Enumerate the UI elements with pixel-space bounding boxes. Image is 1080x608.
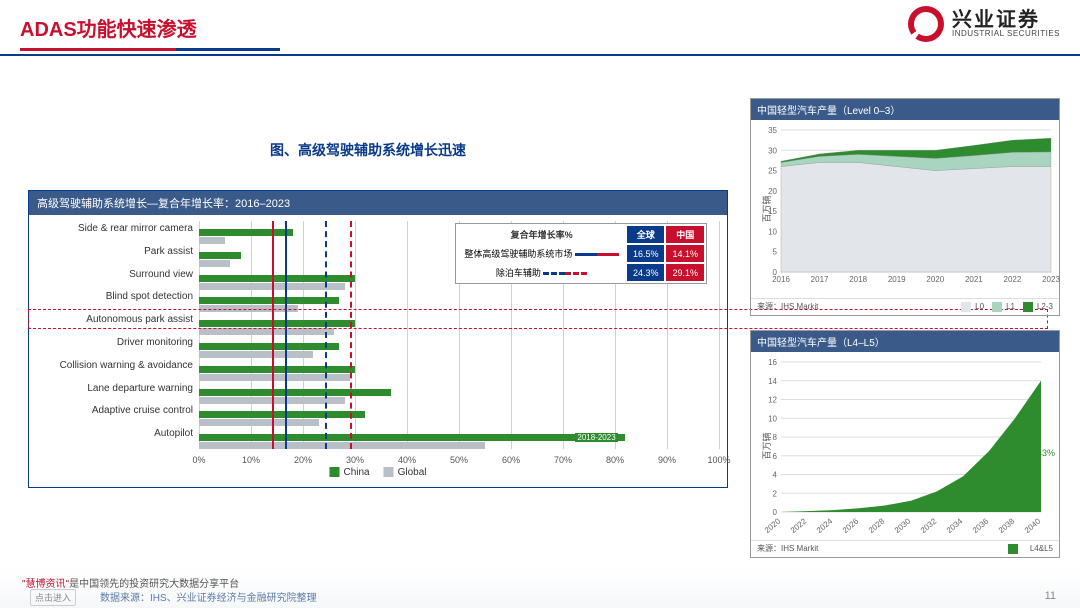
footer-watermark: "慧博资讯"是中国领先的投资研究大数据分享平台 <box>22 575 239 590</box>
svg-text:10: 10 <box>768 227 777 236</box>
svg-text:8: 8 <box>773 433 778 442</box>
svg-text:35: 35 <box>768 126 777 135</box>
category-label: Park assist <box>144 246 199 257</box>
category-label: Autopilot <box>154 428 199 439</box>
category-label: Surround view <box>129 269 199 280</box>
svg-text:2030: 2030 <box>893 516 913 535</box>
enter-button[interactable]: 点击进入 <box>30 589 76 606</box>
svg-text:2024: 2024 <box>815 516 835 535</box>
svg-text:2038: 2038 <box>997 516 1017 535</box>
svg-text:2022: 2022 <box>789 516 809 535</box>
svg-text:2016: 2016 <box>772 275 790 284</box>
category-label: Blind spot detection <box>106 291 199 302</box>
svg-text:6: 6 <box>773 452 778 461</box>
svg-text:2022: 2022 <box>1004 275 1022 284</box>
svg-text:2036: 2036 <box>971 516 991 535</box>
area-chart-legend: L0L1L2-3 <box>961 302 1053 312</box>
svg-text:2018: 2018 <box>849 275 867 284</box>
svg-text:2026: 2026 <box>841 516 861 535</box>
main-chart-title: 高级驾驶辅助系统增长—复合年增长率：2016–2023 <box>29 191 727 215</box>
logo-cn: 兴业证券 <box>952 10 1060 30</box>
svg-text:16: 16 <box>768 358 777 367</box>
svg-text:12: 12 <box>768 396 777 405</box>
svg-text:2028: 2028 <box>867 516 887 535</box>
page-title: ADAS功能快速渗透 <box>20 13 197 42</box>
svg-text:2017: 2017 <box>811 275 829 284</box>
page-number: 11 <box>1045 590 1056 602</box>
svg-text:14: 14 <box>768 377 777 386</box>
svg-text:2019: 2019 <box>888 275 906 284</box>
svg-text:2020: 2020 <box>926 275 944 284</box>
svg-text:2021: 2021 <box>965 275 983 284</box>
growth-annotation: 全球~43% <box>1014 446 1055 459</box>
svg-text:2023: 2023 <box>1042 275 1060 284</box>
svg-text:2020: 2020 <box>763 516 783 535</box>
category-label: Adaptive cruise control <box>92 405 199 416</box>
title-underline <box>20 48 280 51</box>
category-label: Collision warning & avoidance <box>60 360 199 371</box>
svg-text:20: 20 <box>768 187 777 196</box>
area-chart-level03: 中国轻型汽车产量（Level 0–3） 百万辆 0510152025303520… <box>750 98 1060 316</box>
area-chart-title: 中国轻型汽车产量（Level 0–3） <box>751 99 1059 120</box>
svg-text:25: 25 <box>768 167 777 176</box>
area-chart-source: 来源：IHS Markit <box>757 301 818 312</box>
logo-icon <box>908 6 944 42</box>
category-label: Lane departure warning <box>87 383 199 394</box>
main-chart-legend: China Global <box>329 467 426 478</box>
growth-chart-source: 来源：IHS Markit <box>757 543 818 554</box>
main-cagr-chart: 高级驾驶辅助系统增长—复合年增长率：2016–2023 0%10%20%30%4… <box>28 190 728 488</box>
category-label: Driver monitoring <box>117 337 199 348</box>
svg-text:2: 2 <box>773 489 778 498</box>
brand-logo: 兴业证券 INDUSTRIAL SECURITIES <box>908 6 1060 42</box>
svg-text:4: 4 <box>773 471 778 480</box>
svg-text:10: 10 <box>768 414 777 423</box>
svg-text:15: 15 <box>768 207 777 216</box>
growth-chart-title: 中国轻型汽车产量（L4–L5） <box>751 331 1059 352</box>
figure-caption: 图、高级驾驶辅助系统增长迅速 <box>270 140 466 160</box>
svg-text:2040: 2040 <box>1023 516 1043 535</box>
logo-en: INDUSTRIAL SECURITIES <box>952 30 1060 38</box>
svg-text:2034: 2034 <box>945 516 965 535</box>
footer-source: 数据来源：IHS、兴业证券经济与金融研究院整理 <box>100 589 317 604</box>
svg-text:2032: 2032 <box>919 516 939 535</box>
svg-text:0: 0 <box>773 508 778 517</box>
svg-text:30: 30 <box>768 146 777 155</box>
category-label: Side & rear mirror camera <box>78 223 199 234</box>
growth-chart-l4l5: 中国轻型汽车产量（L4–L5） 百万辆 02468101214162020202… <box>750 330 1060 558</box>
svg-text:5: 5 <box>773 248 778 257</box>
